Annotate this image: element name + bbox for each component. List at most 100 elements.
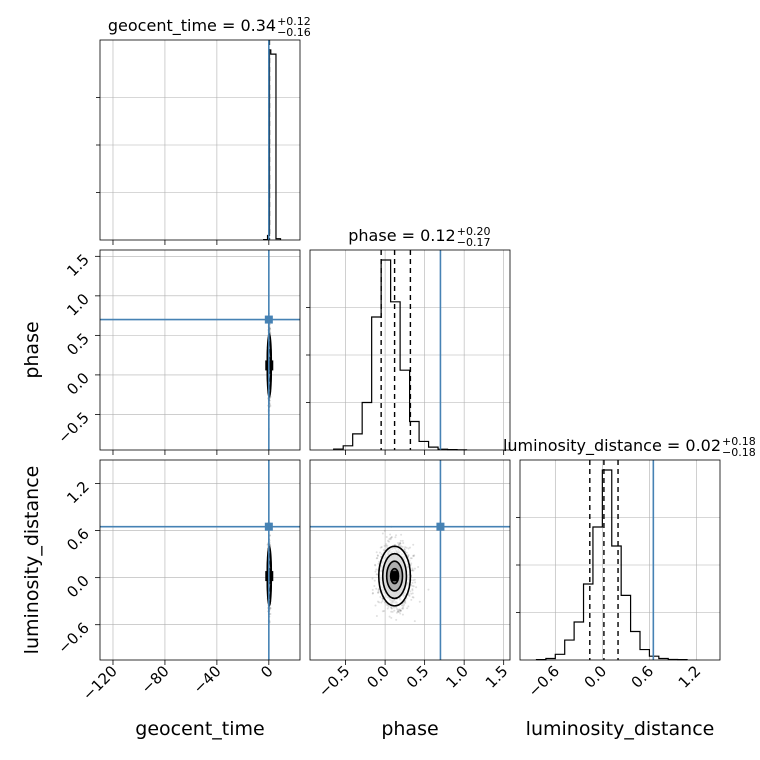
scatter-point [387,605,390,608]
x-tick-label: 0 [257,662,276,681]
x-tick-label: −120 [79,662,121,704]
scatter-point [393,543,396,546]
scatter-point [397,610,400,613]
x-axis-label-phase: phase [381,718,438,740]
title-sub: −0.17 [457,236,491,249]
scatter-point [376,554,379,557]
hist-panel-luminosity-distance [516,459,721,661]
scatter-point [412,555,415,558]
x-tick-label: 1.2 [675,662,705,692]
scatter-point [381,610,384,613]
panels-layer: −120 −80 −40 0 −0.5 0.0 0.5 1.0 1.5 −0.6 0.0 0.6 1.2… [54,39,721,704]
y-axis-label-luminosity-distance: luminosity_distance [21,466,43,655]
x-tick-labels-luminosity-distance: −0.6 0.0 0.6 1.2 [525,662,705,700]
title-sub: −0.16 [277,26,311,39]
scatter-point [418,600,421,603]
scatter-point [373,585,376,588]
y-tick-label: 1.2 [63,478,93,508]
x-axis-label-luminosity-distance: luminosity_distance [526,718,715,740]
scatter-point [269,404,272,407]
scatter-point [390,606,393,609]
scatter-point [371,588,374,591]
scatter-point [269,607,272,610]
scatter-point [401,539,404,542]
scatter-point [386,544,389,547]
scatter-point [374,570,377,573]
y-tick-label: 1.5 [63,250,93,280]
y-tick-label: 0.0 [63,369,93,399]
hist-panel-geocent-time [96,39,301,245]
x-axis-label-geocent-time: geocent_time [135,718,264,740]
scatter-point [401,613,404,616]
scatter-point [375,587,378,590]
scatter-point [378,560,381,563]
scatter-point [402,604,405,607]
scatter-point [374,564,377,567]
scatter-point [391,610,394,613]
y-tick-labels-phase: −0.5 0.0 0.5 1.0 1.5 [54,250,92,447]
truth-marker [436,522,445,531]
scatter-point [376,600,379,603]
scatter-point [386,607,389,610]
scatter-point [410,562,413,565]
scatter-point [378,601,381,604]
scatter-point [383,601,386,604]
scatter-point [377,591,380,594]
x-tick-label: 0.5 [403,662,433,692]
scatter-points [371,525,430,623]
y-axis-label-phase: phase [21,321,43,378]
scatter-point [409,590,412,593]
scatter-point [399,541,402,544]
scatter-point [396,610,399,613]
scatter-point [371,592,374,595]
scatter-point [395,606,398,609]
scatter-point [393,609,396,612]
scatter-point [399,542,402,545]
y-tick-label: 0.6 [63,525,93,555]
scatter-point [389,606,392,609]
scatter-point [412,579,415,582]
scatter-point [403,548,406,551]
scatter-point [399,609,402,612]
scatter-point [390,536,393,539]
title-sup: +0.12 [277,15,311,28]
scatter-point [390,535,393,538]
scatter-point [371,592,374,595]
scatter-point [408,594,411,597]
axis-labels-layer: geocent_time phase luminosity_distance p… [21,321,714,740]
scatter-point [397,543,400,546]
scatter-point [269,606,272,609]
scatter-panel-phase-vs-luminosity-distance [309,459,511,665]
scatter-point [407,593,410,596]
scatter-point [404,602,407,605]
hist-frame-luminosity-distance [519,459,721,661]
scatter-point [398,543,401,546]
scatter-point [411,588,414,591]
x-tick-label: 1.5 [482,662,512,692]
x-tick-label: 0.0 [363,662,393,692]
scatter-point [396,608,399,611]
scatter-point [414,581,417,584]
y-tick-label: 1.0 [63,290,93,320]
scatter-point [395,618,398,621]
scatter-point [417,566,420,569]
scatter-point [412,569,415,572]
scatter-point [403,603,406,606]
scatter-frame-geocent-time-vs-luminosity-distance [99,459,301,661]
x-tick-label: −0.5 [315,662,353,700]
scatter-point [388,615,391,618]
title-phase: phase = 0.12 +0.20−0.17 [348,225,490,249]
x-tick-label: 0.6 [628,662,658,692]
scatter-point [405,551,408,554]
scatter-point [405,546,408,549]
scatter-frame-phase-vs-luminosity-distance [309,459,511,661]
scatter-point [388,538,391,541]
scatter-point [379,596,382,599]
scatter-point [390,607,393,610]
x-tick-labels-geocent-time: −120 −80 −40 0 [79,662,277,704]
title-text: luminosity_distance = 0.02 [503,436,721,456]
scatter-point [407,605,410,608]
titles-layer: geocent_time = 0.34 +0.12−0.16 phase = 0.1… [108,15,756,459]
scatter-point [266,543,269,546]
histogram-step-luminosity-distance [535,469,688,661]
